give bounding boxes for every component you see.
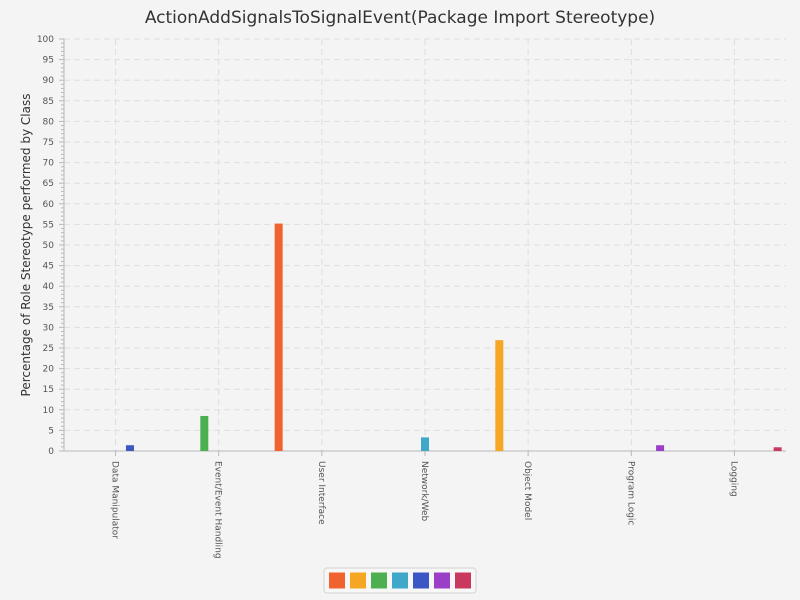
y-tick-label: 45 (43, 262, 54, 272)
x-tick-label: User Interface (316, 461, 326, 525)
y-axis-label: Percentage of Role Stereotype performed … (19, 94, 33, 397)
bar (200, 415, 209, 451)
y-tick-label: 50 (43, 241, 55, 251)
y-tick-label: 65 (43, 179, 54, 189)
bars (125, 223, 782, 451)
legend-swatch (434, 572, 450, 589)
y-tick-label: 90 (43, 76, 55, 86)
bar (274, 223, 283, 451)
bar (495, 340, 504, 451)
legend-swatch (455, 572, 471, 589)
y-tick-label: 30 (43, 323, 55, 333)
x-tick-label: Logging (728, 461, 738, 497)
x-tick-label: Event/Event Handling (213, 461, 223, 559)
y-tick-label: 10 (43, 406, 55, 416)
x-tick-labels: Data Manipulator Event/Event Handling User… (110, 461, 739, 559)
y-tick-label: 25 (43, 344, 54, 354)
y-tick-label: 85 (43, 97, 54, 107)
bar (773, 447, 782, 451)
y-tick-label: 20 (43, 365, 55, 375)
legend-swatch (413, 572, 429, 589)
y-tick-label: 80 (43, 117, 55, 127)
grid (64, 38, 786, 451)
legend (323, 567, 477, 594)
y-tick-label: 35 (43, 303, 54, 313)
y-tick-label: 95 (43, 56, 54, 66)
y-tick-label: 100 (37, 35, 54, 45)
bar (125, 445, 134, 451)
y-tick-label: 15 (43, 385, 54, 395)
legend-swatch (371, 572, 387, 589)
y-tick-label: 60 (43, 200, 55, 210)
bar (421, 437, 429, 451)
legend-swatch (350, 572, 366, 589)
y-tick-label: 75 (43, 138, 54, 148)
legend-swatch (329, 572, 345, 589)
chart-title: ActionAddSignalsToSignalEvent(Package Im… (145, 8, 655, 28)
x-tick-label: Object Model (522, 461, 532, 520)
y-tick-label: 0 (48, 447, 54, 457)
x-tick-label: Data Manipulator (110, 461, 120, 539)
y-tick-label: 55 (43, 220, 54, 230)
x-tick-label: Network/Web (419, 461, 429, 522)
bar (656, 445, 665, 451)
axes: 0 5 10 15 20 25 30 35 40 45 50 55 60 65 70 75 80 85 90 95 10… (37, 35, 786, 457)
y-tick-label: 70 (43, 159, 55, 169)
y-tick-label: 40 (43, 282, 55, 292)
y-tick-label: 5 (48, 426, 54, 436)
x-tick-label: Program Logic (625, 461, 635, 525)
legend-swatch (392, 572, 408, 589)
